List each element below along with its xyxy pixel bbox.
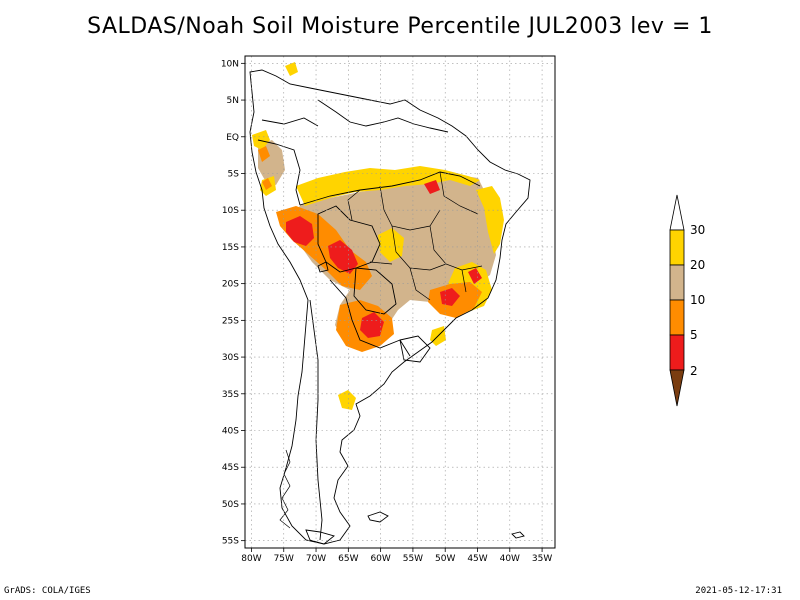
islet-east: [511, 531, 525, 539]
lat-tick-label: 50S: [222, 500, 239, 510]
latitude-axis: 10N 5N EQ 5S 10S 15S 20S 25S 30S 35S 40S 45S 50S 55S: [221, 59, 245, 547]
lat-tick-label: 5S: [228, 169, 240, 179]
shade-2-5-peru: [286, 216, 314, 246]
shade-5-10-north-patches: [258, 146, 272, 190]
lon-tick-label: 80W: [241, 554, 261, 564]
lat-tick-label: 55S: [222, 537, 239, 547]
lat-tick-label: 45S: [222, 463, 239, 473]
footer-timestamp: 2021-05-12-17:31: [695, 586, 782, 596]
lon-tick-label: 75W: [274, 554, 294, 564]
colorbar-label-2: 2: [690, 364, 698, 378]
colorbar-label-5: 5: [690, 328, 698, 342]
border-chile-argentina: [309, 299, 323, 541]
colorbar-segment-2-5: [669, 334, 685, 371]
shade-2-5-bolivia: [328, 240, 358, 274]
percentile-shading: [252, 62, 504, 410]
footer-credit: GrADS: COLA/IGES: [4, 586, 91, 596]
colorbar-bottom-arrow: [669, 369, 685, 407]
lon-tick-label: 60W: [370, 554, 390, 564]
lon-tick-label: 70W: [306, 554, 326, 564]
colorbar-label-20: 20: [690, 258, 705, 272]
border-peru-ecuador-colombia: [257, 117, 319, 206]
lat-tick-label: 20S: [222, 280, 239, 290]
country-borders: [249, 69, 531, 545]
map-area: [244, 55, 556, 549]
border-uruguay: [399, 335, 431, 363]
lat-tick-label: 35S: [222, 390, 239, 400]
shade-20-30-north-band: [296, 166, 480, 206]
map-frame: [244, 55, 556, 549]
border-brazil-west: [299, 171, 481, 206]
shade-2-5-southeast: [440, 268, 482, 306]
lat-tick-label: 15S: [222, 243, 239, 253]
chile-fjords: [279, 449, 291, 529]
shade-20-30-northeast: [476, 186, 504, 254]
border-brazil-states: [347, 171, 483, 301]
colorbar: 30 20 10 5 2: [669, 194, 705, 407]
lake-titicaca: [317, 261, 329, 273]
lat-tick-label: 10N: [221, 59, 239, 69]
lon-tick-label: 40W: [500, 554, 520, 564]
shade-2-5-north-patch: [424, 180, 440, 194]
border-venezuela-guyana: [317, 99, 449, 133]
falkland-islands: [367, 511, 389, 523]
lat-tick-label: 25S: [222, 316, 239, 326]
shade-20-30-central-argentina: [338, 390, 356, 410]
longitude-axis: 80W 75W 70W 65W 60W 55W 50W 45W 40W 35W: [241, 548, 552, 564]
colorbar-top-arrow: [669, 194, 685, 231]
lon-tick-label: 50W: [435, 554, 455, 564]
lon-tick-label: 35W: [532, 554, 552, 564]
lat-tick-label: 30S: [222, 353, 239, 363]
colorbar-segment-10-20: [669, 264, 685, 301]
shade-2-5-paraguay: [360, 312, 384, 338]
colorbar-label-10: 10: [690, 293, 705, 307]
lat-tick-label: 5N: [227, 96, 239, 106]
south-america-coastline: [249, 69, 531, 545]
colorbar-label-30: 30: [690, 223, 705, 237]
lon-tick-label: 45W: [467, 554, 487, 564]
lat-tick-label: 10S: [222, 206, 239, 216]
lat-tick-label: 40S: [222, 427, 239, 437]
colorbar-segment-5-10: [669, 299, 685, 336]
lon-tick-label: 65W: [338, 554, 358, 564]
lat-tick-label: EQ: [226, 133, 239, 143]
colorbar-segment-20-30: [669, 229, 685, 266]
plot-title: SALDAS/Noah Soil Moisture Percentile JUL…: [87, 14, 713, 39]
border-paraguay: [353, 267, 397, 315]
lon-tick-label: 55W: [403, 554, 423, 564]
tierra-del-fuego: [305, 529, 335, 545]
map-gridlines: [245, 56, 555, 548]
